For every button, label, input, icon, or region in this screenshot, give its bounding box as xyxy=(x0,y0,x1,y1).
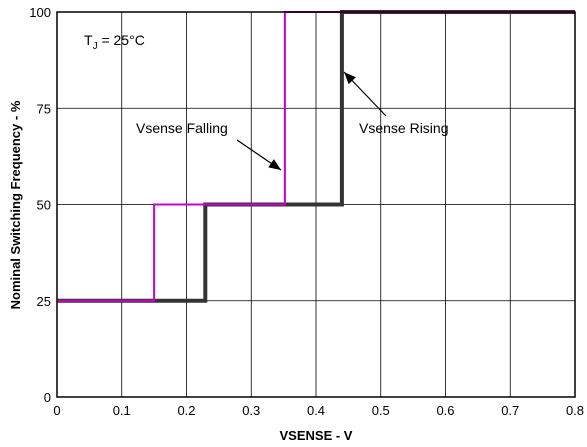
x-tick-label: 0.8 xyxy=(566,403,584,418)
annotation-arrows xyxy=(236,71,387,171)
y-tick-label: 25 xyxy=(37,294,51,309)
x-tick-label: 0.6 xyxy=(436,403,454,418)
tick-labels: 0 0.1 0.2 0.3 0.4 0.5 0.6 0.7 0.8 0 25 50 75 100 xyxy=(29,5,584,418)
rising-arrow xyxy=(343,71,387,117)
falling-arrow xyxy=(236,139,282,171)
y-tick-label: 75 xyxy=(37,101,51,116)
y-tick-label: 50 xyxy=(37,198,51,213)
x-tick-label: 0.5 xyxy=(372,403,390,418)
x-tick-label: 0 xyxy=(53,403,60,418)
rising-annotation: Vsense Rising xyxy=(359,120,449,136)
temperature-annotation: TJ = 25°C xyxy=(84,32,145,52)
falling-annotation: Vsense Falling xyxy=(136,120,228,136)
x-tick-label: 0.3 xyxy=(242,403,260,418)
x-tick-label: 0.7 xyxy=(501,403,519,418)
x-tick-label: 0.4 xyxy=(307,403,325,418)
x-axis-title: VSENSE - V xyxy=(280,428,353,443)
y-tick-label: 100 xyxy=(29,5,51,20)
plot-frame xyxy=(56,11,576,398)
x-tick-label: 0.1 xyxy=(113,403,131,418)
y-tick-label: 0 xyxy=(44,390,51,405)
x-tick-label: 0.2 xyxy=(177,403,195,418)
y-axis-title: Nominal Switching Frequency - % xyxy=(8,100,23,309)
